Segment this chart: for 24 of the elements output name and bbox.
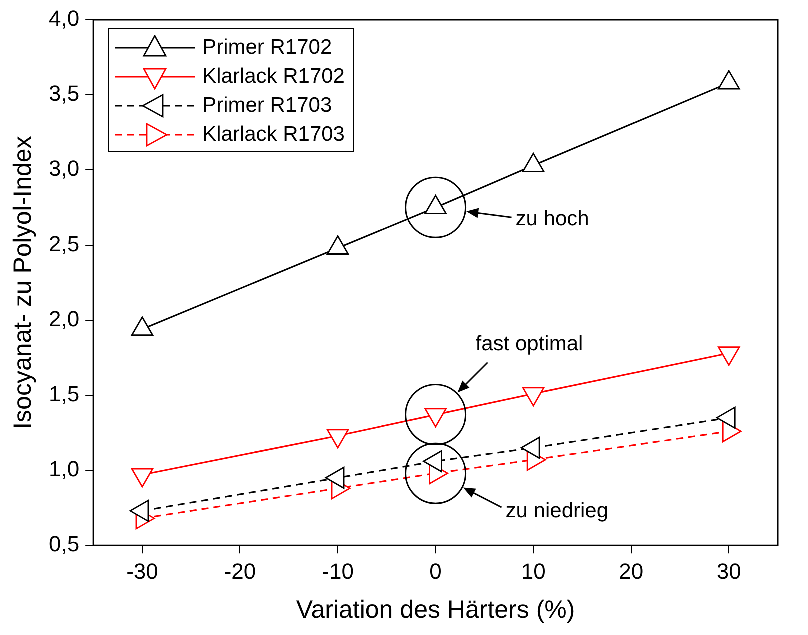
- legend-label: Primer R1703: [202, 94, 332, 118]
- x-tick-label: 30: [716, 558, 742, 584]
- legend-label: Primer R1702: [202, 36, 332, 60]
- x-tick-label: 10: [521, 558, 546, 584]
- annotation: zu niedrieg: [506, 499, 609, 522]
- annotation: zu hoch: [516, 207, 590, 230]
- y-axis-title: Isocyanat- zu Polyol-Index: [8, 136, 37, 430]
- x-tick-label: -30: [126, 558, 158, 584]
- annotation: fast optimal: [476, 332, 584, 356]
- x-tick-label: 0: [430, 558, 442, 584]
- x-axis-title: Variation des Härters (%): [296, 596, 576, 624]
- y-tick-label: 3,0: [48, 156, 80, 182]
- x-tick-label: 20: [619, 558, 644, 584]
- y-tick-label: 4,0: [48, 6, 80, 32]
- y-tick-label: 3,5: [48, 81, 80, 106]
- legend-label: Klarlack R1703: [202, 122, 345, 146]
- y-tick-label: 1,5: [48, 381, 80, 406]
- x-tick-label: -10: [322, 558, 354, 584]
- legend-label: Klarlack R1702: [202, 64, 345, 88]
- y-tick-label: 0,5: [48, 532, 80, 557]
- x-tick-label: -20: [224, 558, 256, 584]
- y-tick-label: 1,0: [48, 456, 80, 482]
- y-tick-label: 2,5: [48, 231, 80, 256]
- y-tick-label: 2,0: [48, 306, 80, 332]
